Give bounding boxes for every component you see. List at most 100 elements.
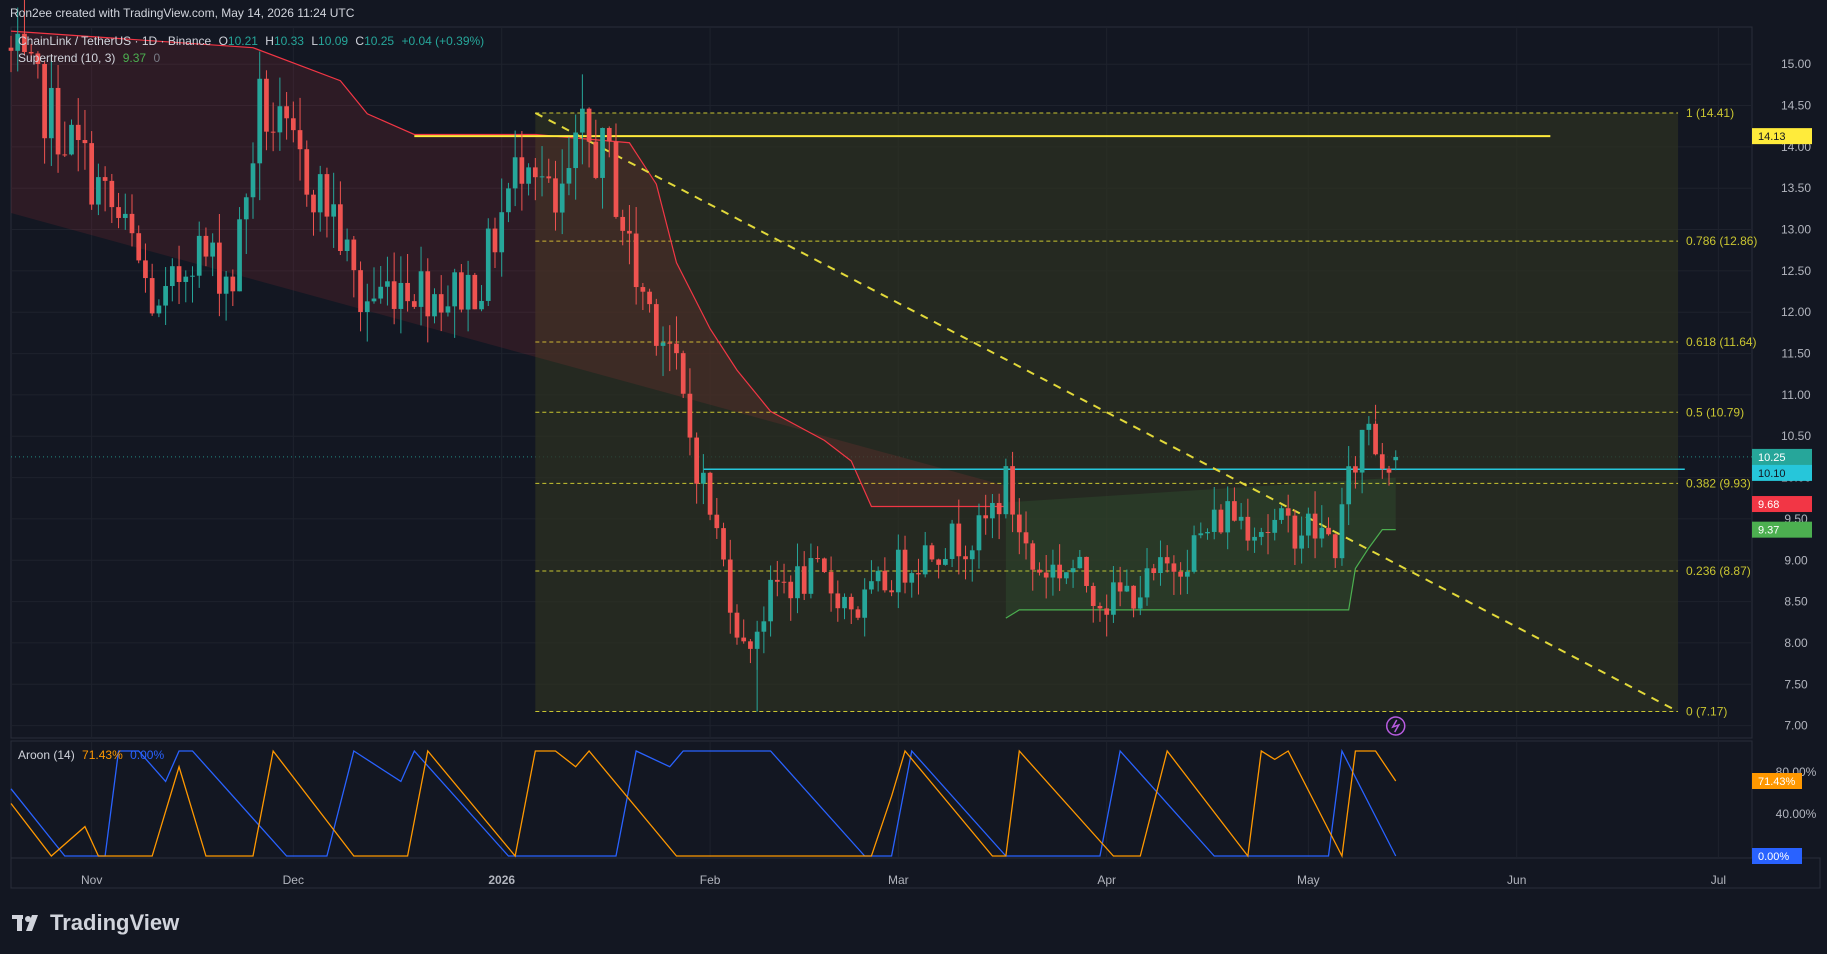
candle xyxy=(82,140,88,144)
candle xyxy=(385,281,390,287)
candle xyxy=(1252,536,1257,541)
aroon-badge-label: 71.43% xyxy=(1758,776,1796,788)
candle xyxy=(257,78,263,164)
price-tick-label: 15.00 xyxy=(1781,57,1811,71)
candle xyxy=(620,216,626,231)
aroon-down-value: 0.00% xyxy=(130,748,165,762)
candle xyxy=(674,343,679,354)
candle xyxy=(116,207,121,218)
candle xyxy=(956,523,962,557)
fib-retracement: 1 (14.41) 0.786 (12.86) 0.618 (11.64) 0.5 (… xyxy=(535,106,1757,719)
candle xyxy=(976,515,982,551)
candle xyxy=(687,393,693,438)
candle xyxy=(1386,468,1392,473)
candle xyxy=(317,174,323,213)
candle xyxy=(781,581,787,583)
price-tick-label: 7.00 xyxy=(1784,719,1808,733)
candle xyxy=(707,472,713,515)
fib-level-label: 0.786 (12.86) xyxy=(1686,234,1757,248)
ohlc-open: O10.21 xyxy=(218,34,258,48)
price-badge xyxy=(1752,128,1812,145)
candle xyxy=(237,219,242,292)
candle xyxy=(882,570,888,591)
candle xyxy=(936,559,941,565)
candle xyxy=(364,301,370,313)
candle xyxy=(761,621,767,632)
candle xyxy=(69,124,74,155)
candle xyxy=(640,287,646,292)
candle xyxy=(714,514,720,529)
candle xyxy=(1326,527,1331,535)
candle xyxy=(445,306,451,313)
candle xyxy=(519,157,525,184)
price-badge xyxy=(1752,464,1812,481)
candle xyxy=(331,204,337,217)
candle xyxy=(788,581,794,599)
candle xyxy=(875,570,881,582)
candle xyxy=(943,558,948,565)
price-tick-label: 8.00 xyxy=(1784,636,1808,650)
candle xyxy=(75,124,81,141)
fib-level-label: 0.382 (9.93) xyxy=(1686,476,1751,490)
tradingview-logo-icon xyxy=(12,915,38,931)
downtrend-line xyxy=(534,112,1679,713)
candle xyxy=(129,213,135,234)
candle xyxy=(1366,423,1372,430)
supertrend-title[interactable]: Supertrend (10, 3) xyxy=(18,51,116,65)
candle xyxy=(1205,531,1210,534)
candle xyxy=(196,235,202,276)
candle xyxy=(559,183,565,213)
candle xyxy=(297,130,303,150)
candle xyxy=(593,141,599,178)
symbol-legend[interactable]: ChainLink / TetherUS · 1D · Binance O10.… xyxy=(18,34,488,48)
candle xyxy=(8,47,14,51)
candle xyxy=(963,556,968,560)
tradingview-brand[interactable]: TradingView xyxy=(12,910,179,936)
candle xyxy=(1158,557,1163,573)
candle xyxy=(754,631,760,649)
price-tick-label: 10.50 xyxy=(1781,429,1811,443)
aroon-legend[interactable]: Aroon (14) 71.43% 0.00% xyxy=(18,748,168,762)
candle xyxy=(586,108,592,142)
candle xyxy=(48,87,54,139)
symbol-name[interactable]: ChainLink / TetherUS · 1D · Binance xyxy=(18,34,212,48)
fib-level-label: 1 (14.41) xyxy=(1686,106,1734,120)
candle xyxy=(1265,532,1271,534)
candle xyxy=(633,233,639,288)
candle xyxy=(1312,513,1318,539)
candle xyxy=(284,106,289,119)
candle xyxy=(425,271,431,317)
candle xyxy=(1339,504,1345,559)
candle xyxy=(1144,568,1150,598)
candle xyxy=(539,176,545,178)
candle xyxy=(653,304,659,346)
candle xyxy=(1131,585,1136,609)
candle xyxy=(1117,582,1123,592)
time-tick-label: Jun xyxy=(1507,873,1526,887)
candle xyxy=(734,612,740,638)
candle xyxy=(889,590,894,593)
candle xyxy=(983,515,989,519)
candle xyxy=(411,301,417,307)
candle xyxy=(768,579,773,622)
supertrend-legend[interactable]: Supertrend (10, 3) 9.37 0 xyxy=(18,51,164,65)
candles-layer xyxy=(8,0,1399,712)
aroon-title[interactable]: Aroon (14) xyxy=(18,748,75,762)
aroon-pane: 80.00%40.00%71.43%0.00% xyxy=(10,748,1817,864)
candle xyxy=(1124,585,1130,592)
lightning-bolt xyxy=(1391,719,1401,733)
price-tick-label: 11.50 xyxy=(1781,347,1810,361)
candle xyxy=(15,33,21,51)
candle xyxy=(1030,543,1036,570)
candle xyxy=(1016,514,1022,533)
candle xyxy=(1373,423,1378,455)
candle xyxy=(169,266,175,287)
candle xyxy=(606,127,612,142)
candle xyxy=(311,194,316,213)
price-pane-frame xyxy=(10,26,1753,739)
candle xyxy=(89,143,95,205)
candle xyxy=(1346,466,1352,505)
fib-level-label: 0.5 (10.79) xyxy=(1686,405,1744,419)
